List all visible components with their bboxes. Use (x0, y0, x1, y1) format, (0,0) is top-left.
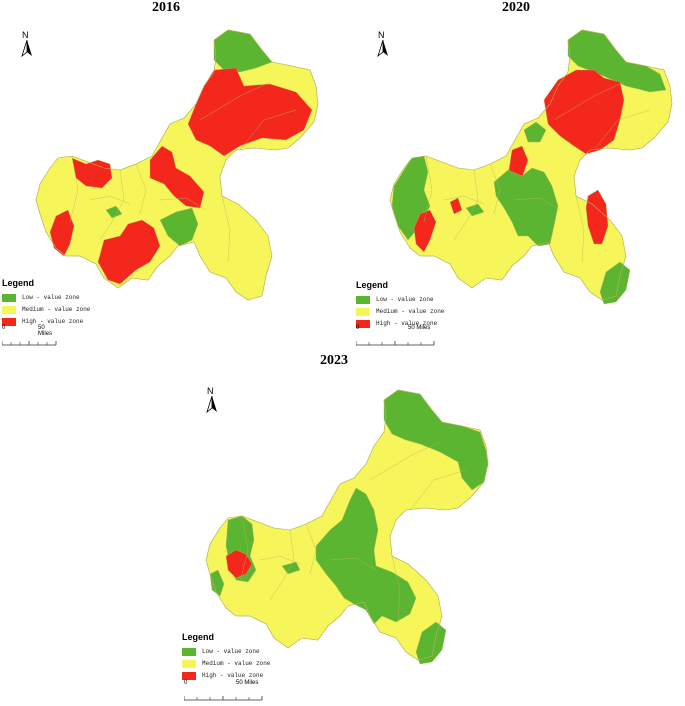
region-high (225, 549, 253, 579)
region-high (149, 145, 205, 209)
region-low (493, 167, 559, 247)
region-high (543, 69, 625, 155)
legend-2020: Legend Low - value zone Medium - value z… (356, 280, 444, 330)
region-high (49, 209, 75, 257)
region-low (105, 205, 123, 219)
legend-title: Legend (2, 278, 35, 288)
legend-item-low: Low - value zone (182, 646, 270, 657)
region-high (187, 67, 313, 157)
legend-item-high: High - value zone (356, 318, 444, 329)
map-panel-2020: 2020 N (350, 0, 685, 346)
choropleth-map-2023 (205, 389, 489, 665)
legend-item-low: Low - value zone (356, 294, 444, 305)
region-low (209, 569, 225, 597)
scale-bar-2020: 0 50 Miles (355, 325, 436, 351)
legend-2023: Legend Low - value zone Medium - value z… (182, 632, 270, 682)
north-arrow-icon: N (205, 386, 219, 414)
region-low (465, 203, 485, 217)
region-low (159, 207, 199, 247)
choropleth-map-2016 (35, 29, 319, 301)
choropleth-map-2020 (389, 29, 673, 305)
map-panel-2016: 2016 N Legend Low - value zone Medium - … (0, 0, 330, 346)
legend-item-medium: Medium - value zone (2, 304, 90, 315)
north-arrow-icon: N (20, 30, 34, 58)
region-low (599, 261, 631, 305)
scale-bar-2023: 0 50 Miles (183, 680, 269, 706)
legend-2016: Legend Low - value zone Medium - value z… (2, 278, 90, 328)
north-arrow-icon: N (376, 30, 390, 58)
scale-end: 50 Miles (236, 680, 259, 686)
legend-title: Legend (356, 280, 389, 290)
scale-start: 0 (356, 325, 360, 331)
map-title-2020: 2020 (502, 0, 530, 15)
region-low (315, 487, 417, 625)
scale-end: 50 Miles (408, 325, 431, 331)
legend-title: Legend (182, 632, 215, 642)
region-low (523, 121, 547, 143)
legend-item-high: High - value zone (2, 316, 90, 327)
legend-item-high: High - value zone (182, 670, 270, 681)
scale-start: 0 (2, 325, 6, 331)
legend-item-low: Low - value zone (2, 292, 90, 303)
legend-item-medium: Medium - value zone (182, 658, 270, 669)
legend-item-medium: Medium - value zone (356, 306, 444, 317)
region-low (281, 561, 301, 575)
map-panel-2023: 2023 N Legend Low - valu (170, 350, 510, 701)
map-title-2016: 2016 (152, 0, 180, 15)
scale-start: 0 (184, 680, 188, 686)
region-high (449, 197, 463, 215)
scale-bar-2016: 0 50 Miles (1, 325, 57, 351)
map-title-2023: 2023 (320, 353, 348, 368)
region-high (413, 209, 437, 253)
scale-end: 50 Miles (38, 325, 53, 337)
region-low (415, 621, 447, 665)
region-high (97, 219, 161, 285)
